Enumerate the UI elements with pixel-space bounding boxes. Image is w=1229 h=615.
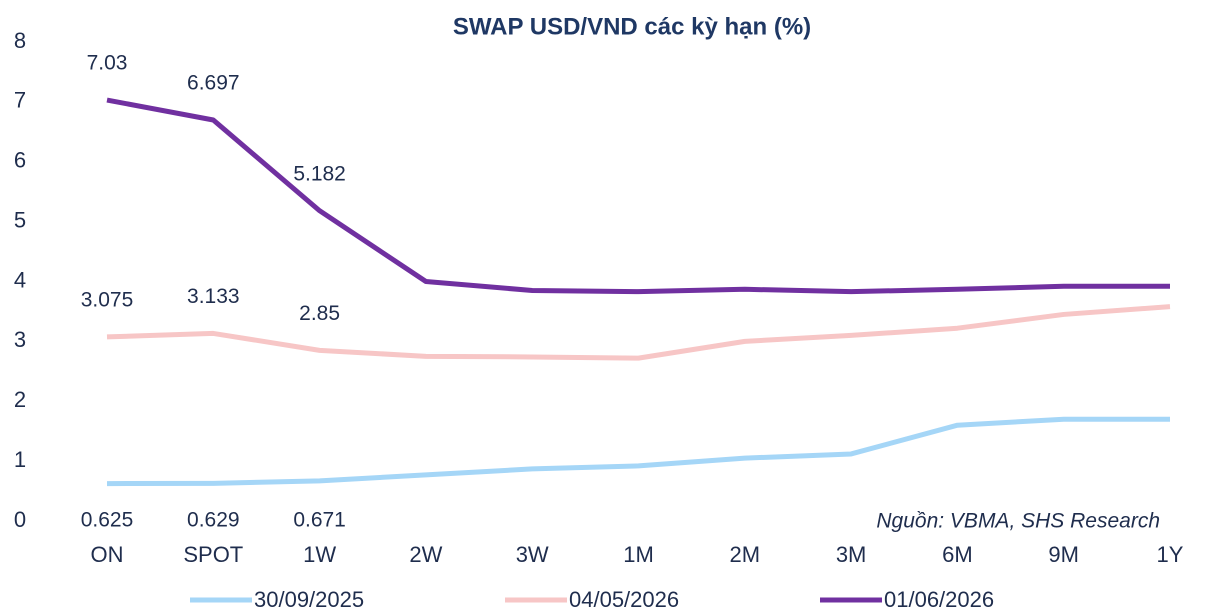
data-label: 3.133: [187, 285, 240, 308]
x-tick-label: 6M: [942, 542, 973, 567]
chart-title: SWAP USD/VND các kỳ hạn (%): [453, 13, 811, 40]
y-tick-label: 7: [14, 88, 26, 113]
series-line: [106, 416, 1170, 487]
x-tick-label: SPOT: [183, 542, 243, 567]
y-tick-label: 3: [14, 327, 26, 352]
data-label: 0.629: [187, 509, 240, 532]
legend-label: 04/05/2026: [569, 587, 679, 612]
x-tick-label: 3W: [516, 542, 549, 567]
data-label: 7.03: [87, 52, 128, 75]
x-tick-label: 9M: [1048, 542, 1079, 567]
series-line: [106, 304, 1171, 361]
data-label: 6.697: [187, 72, 240, 95]
x-tick-label: 2M: [730, 542, 761, 567]
legend-label: 30/09/2025: [254, 587, 364, 612]
y-tick-label: 4: [14, 267, 26, 292]
legend-label: 01/06/2026: [884, 587, 994, 612]
y-tick-label: 8: [14, 28, 26, 53]
x-tick-label: 1M: [623, 542, 654, 567]
x-tick-label: ON: [91, 542, 124, 567]
y-tick-label: 2: [14, 387, 26, 412]
y-tick-label: 6: [14, 148, 26, 173]
y-tick-label: 0: [14, 507, 26, 532]
data-label: 2.85: [299, 302, 340, 325]
data-label: 0.671: [293, 509, 346, 532]
y-tick-label: 1: [14, 447, 26, 472]
data-label: 0.625: [81, 509, 134, 532]
y-tick-label: 5: [14, 207, 26, 232]
x-tick-label: 3M: [836, 542, 867, 567]
data-label: 3.075: [81, 288, 134, 311]
x-tick-label: 1Y: [1157, 542, 1184, 567]
x-tick-label: 1W: [303, 542, 336, 567]
series-line: [106, 97, 1170, 295]
data-label: 5.182: [293, 162, 346, 185]
source-note: Nguồn: VBMA, SHS Research: [876, 510, 1160, 533]
x-tick-label: 2W: [409, 542, 442, 567]
